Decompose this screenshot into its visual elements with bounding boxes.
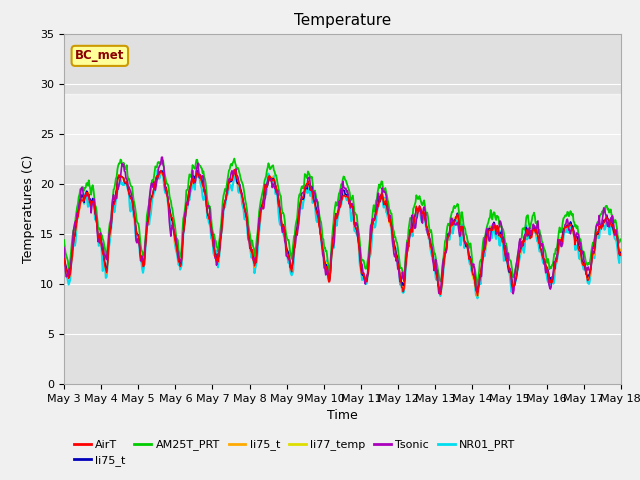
Bar xyxy=(64,94,621,164)
Text: BC_met: BC_met xyxy=(75,49,125,62)
Legend: AirT, li75_t, AM25T_PRT, li75_t, li77_temp, Tsonic, NR01_PRT: AirT, li75_t, AM25T_PRT, li75_t, li77_te… xyxy=(70,435,520,470)
Y-axis label: Temperatures (C): Temperatures (C) xyxy=(22,155,35,263)
Title: Temperature: Temperature xyxy=(294,13,391,28)
X-axis label: Time: Time xyxy=(327,409,358,422)
